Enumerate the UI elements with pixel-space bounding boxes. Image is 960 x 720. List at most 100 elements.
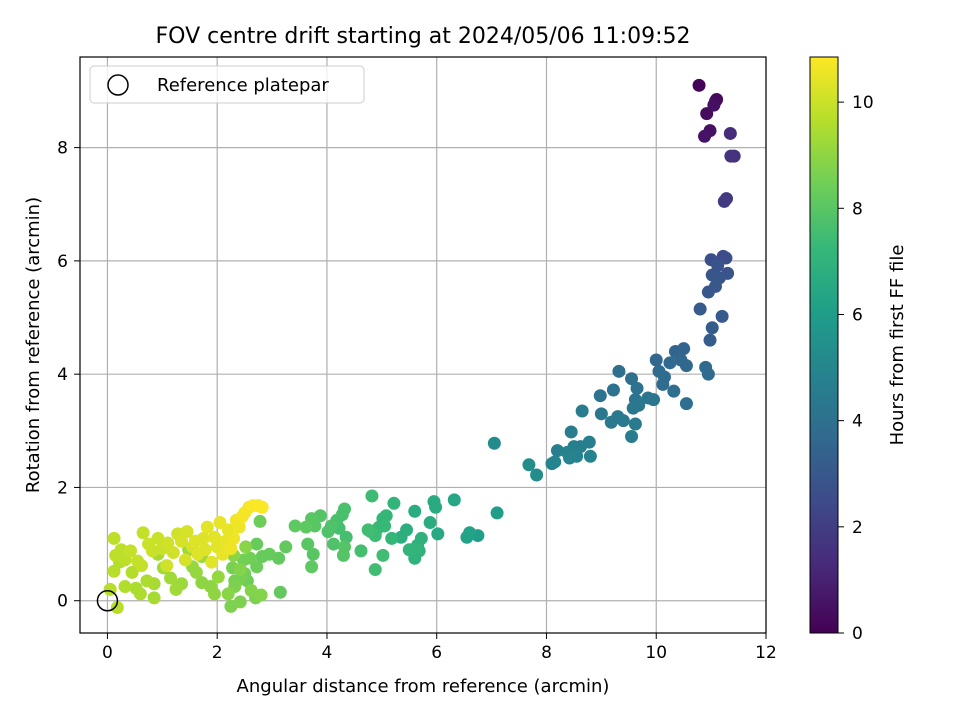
y-tick-label: 4 — [57, 365, 68, 385]
data-point — [626, 401, 640, 415]
data-point — [161, 536, 175, 550]
x-axis-label: Angular distance from reference (arcmin) — [237, 676, 610, 697]
data-point — [625, 429, 639, 443]
data-points — [96, 78, 741, 615]
colorbar: 0 2 4 6 8 10 Hours from first FF file — [809, 56, 908, 644]
data-point — [160, 559, 174, 573]
data-point — [379, 509, 393, 523]
data-point — [125, 565, 139, 579]
colorbar-tick-label: 6 — [852, 305, 863, 325]
data-point — [123, 544, 137, 558]
data-point — [402, 543, 416, 557]
data-point — [305, 560, 319, 574]
data-point — [429, 500, 443, 514]
x-tick-label: 12 — [755, 643, 777, 663]
data-point — [693, 302, 707, 316]
data-point — [273, 585, 287, 599]
data-point — [723, 126, 737, 140]
x-tick-label: 6 — [431, 643, 442, 663]
data-point — [110, 601, 124, 615]
colorbar-tick-label: 4 — [852, 412, 863, 432]
data-point — [196, 531, 210, 545]
data-point — [354, 544, 368, 558]
data-point — [145, 544, 159, 558]
data-point — [361, 523, 375, 537]
data-point — [707, 98, 721, 112]
data-point — [715, 309, 729, 323]
x-tick-label: 0 — [102, 643, 113, 663]
y-tick-label: 2 — [57, 478, 68, 498]
y-axis-ticks: 0 2 4 6 8 — [57, 139, 80, 612]
data-point — [107, 531, 121, 545]
data-point — [667, 384, 681, 398]
legend-entry: Reference platepar — [157, 75, 329, 96]
data-point — [487, 436, 501, 450]
x-axis-ticks: 0 2 4 6 8 10 12 — [102, 633, 777, 663]
data-point — [564, 425, 578, 439]
data-point — [649, 353, 663, 367]
data-point — [321, 525, 335, 539]
data-point — [250, 537, 264, 551]
data-point — [423, 516, 437, 530]
data-point — [288, 519, 302, 533]
data-point — [221, 587, 235, 601]
data-point — [205, 555, 219, 569]
plot-frame — [79, 56, 767, 634]
data-point — [339, 530, 353, 544]
data-point — [169, 582, 183, 596]
data-point — [711, 258, 725, 272]
data-point — [255, 550, 269, 564]
data-point — [431, 527, 445, 541]
data-point — [385, 531, 399, 545]
data-point — [530, 468, 544, 482]
reference-marker — [96, 589, 119, 612]
data-point — [575, 404, 589, 418]
data-point — [679, 359, 693, 373]
data-point — [129, 581, 143, 595]
data-point — [705, 321, 719, 335]
x-tick-label: 8 — [541, 643, 552, 663]
data-point — [387, 496, 401, 510]
chart-title: FOV centre drift starting at 2024/05/06 … — [156, 24, 691, 49]
data-point — [606, 383, 620, 397]
legend-box — [89, 65, 365, 104]
data-point — [134, 559, 148, 573]
grid — [80, 57, 767, 633]
data-point — [140, 574, 154, 588]
data-point — [198, 543, 212, 557]
data-point — [279, 540, 293, 554]
data-point — [663, 356, 677, 370]
data-point — [232, 520, 246, 534]
data-point — [136, 526, 150, 540]
data-point — [630, 381, 644, 395]
data-point — [253, 514, 267, 528]
data-point — [376, 548, 390, 562]
data-point — [701, 285, 715, 299]
data-point — [299, 520, 313, 534]
data-point — [107, 564, 121, 578]
data-point — [625, 372, 639, 386]
data-point — [700, 107, 714, 121]
colorbar-tick-label: 2 — [852, 518, 863, 538]
data-point — [563, 451, 577, 465]
data-point — [227, 531, 241, 545]
x-tick-label: 2 — [212, 643, 223, 663]
data-point — [628, 417, 642, 431]
data-point — [612, 364, 626, 378]
data-point — [239, 540, 253, 554]
data-point — [243, 551, 257, 565]
data-point — [692, 78, 706, 92]
colorbar-tick-label: 8 — [852, 199, 863, 219]
colorbar-gradient — [809, 56, 839, 634]
x-tick-label: 10 — [645, 643, 667, 663]
data-point — [338, 502, 352, 516]
x-tick-label: 4 — [322, 643, 333, 663]
data-point — [224, 542, 238, 556]
data-point — [365, 489, 379, 503]
data-point — [164, 571, 178, 585]
colorbar-ticks: 0 2 4 6 8 10 — [838, 93, 874, 644]
data-point — [646, 393, 660, 407]
data-point — [616, 414, 630, 428]
data-point — [583, 449, 597, 463]
